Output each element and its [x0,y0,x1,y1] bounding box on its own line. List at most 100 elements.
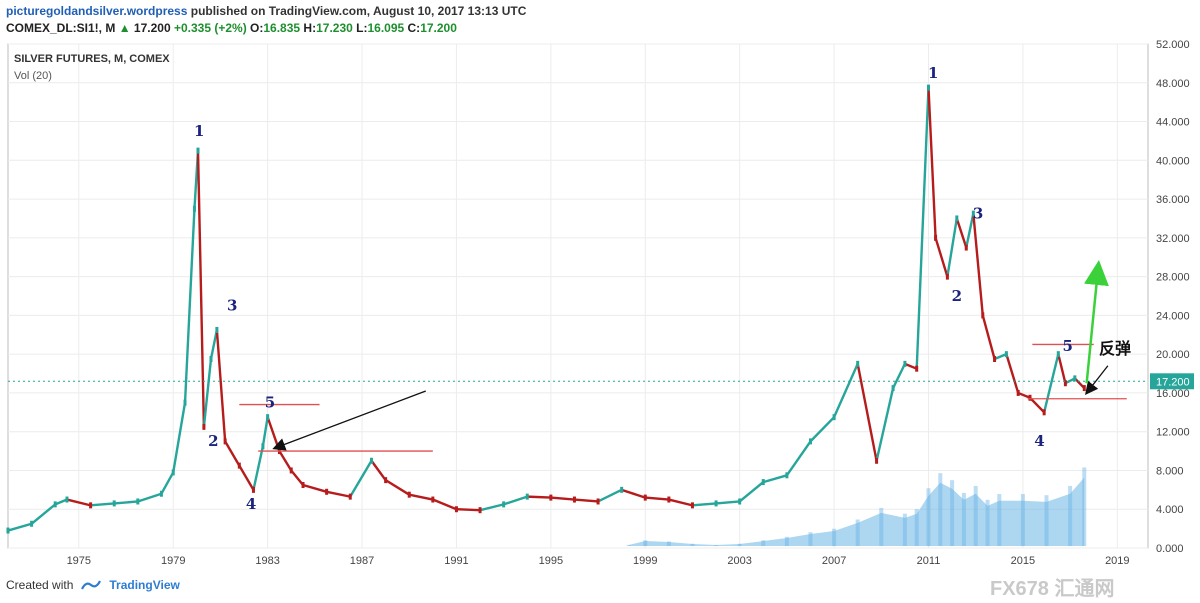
volume-bar [832,528,837,547]
publisher-link[interactable]: picturegoldandsilver.wordpress [6,4,188,18]
price-segment [526,495,553,499]
price-segment [215,328,227,443]
price-candle [1056,351,1060,358]
x-tick-label: 2019 [1105,555,1129,567]
price-candle [761,479,765,486]
y-tick-label: 36.000 [1156,194,1190,206]
x-tick-label: 2011 [917,555,941,567]
tradingview-brand[interactable]: TradingView [109,578,180,592]
x-tick-label: 1999 [633,555,657,567]
price-candle [714,500,718,507]
price-segment [573,498,600,503]
volume-bar [914,509,919,547]
price-candle [738,498,742,505]
rebound-annotation: 反弹 [1099,339,1131,358]
price-candle [832,414,836,421]
quote-bar: COMEX_DL:SI1!, M ▲ 17.200 +0.335 (+2%) O… [6,21,457,35]
wave-label: 2 [208,432,218,450]
y-tick-label: 40.000 [1156,155,1190,167]
price-chart[interactable]: 0.000 4.000 8.000 12.000 16.000 20.000 24.000 2… [0,40,1200,570]
volume-bar [808,532,813,547]
price-candle [572,496,576,503]
price-segment [981,314,996,361]
volume-bar [985,499,990,547]
price-segment [667,498,694,507]
price-candle [875,457,879,464]
volume-bar [950,480,955,547]
price-candle [856,360,860,367]
price-candle [903,360,907,367]
price-segment [714,500,741,505]
price-segment [785,440,812,477]
wave-label: 4 [246,495,256,513]
price-candle [30,520,34,527]
volume-bar [973,485,978,547]
price-segment [762,474,789,484]
price-segment [431,498,458,511]
volume-bar [690,543,695,547]
volume-bar [1068,485,1073,547]
price-segment [223,440,241,467]
price-segment [196,149,206,429]
price-segment [54,498,69,506]
last-price-badge [1150,373,1194,390]
price-candle [1004,351,1008,358]
price-candle [926,84,930,91]
price-segment [172,401,187,474]
pointer-arrow-2017 [1085,365,1109,395]
low-value: 16.095 [367,21,405,35]
volume-area [628,477,1085,547]
wave-label: 5 [265,393,275,411]
price-candle [136,498,140,505]
price-candle [785,472,789,479]
price-segment [972,212,984,317]
price-segment [301,483,328,493]
price-candle [915,365,919,372]
x-tick-label: 1995 [539,555,563,567]
open-value: 16.835 [263,21,301,35]
price-segment [183,207,196,404]
price-segment [30,503,57,525]
price-candle [89,502,93,509]
open-label: O: [250,21,264,35]
y-tick-label: 16.000 [1156,388,1190,400]
price-segment [370,459,387,482]
price-segment [644,496,671,501]
price-candle [667,496,671,503]
y-tick-label: 20.000 [1156,349,1190,361]
price-candle [1042,409,1046,416]
price-segment [1057,352,1067,385]
price-candle [525,493,529,500]
price-segment [856,362,878,462]
plot-area[interactable] [7,43,1149,549]
volume-bar [626,544,631,547]
wave-label: 3 [973,204,983,222]
price-segment [160,471,175,495]
chart-header: picturegoldandsilver.wordpress published… [6,4,526,18]
price-candle [502,501,506,508]
price-candle [251,486,255,493]
price-candle [971,210,975,217]
volume-bar [737,543,742,547]
price-segment [1016,391,1032,399]
price-segment [478,503,505,512]
volume-bar [938,473,943,547]
volume-bar [1044,495,1049,547]
y-tick-label: 8.000 [1156,465,1184,477]
price-segment [832,362,859,419]
price-candle [209,356,213,362]
price-segment [809,415,836,443]
price-candle [1073,375,1077,382]
price-candle [6,527,10,534]
price-candle [643,494,647,501]
high-label: H: [303,21,317,35]
x-tick-label: 2007 [822,555,846,567]
price-candle [596,498,600,505]
price-candle [407,491,411,498]
symbol-label[interactable]: COMEX_DL:SI1!, M [6,21,116,35]
volume-bar [997,494,1002,547]
price-candle [549,494,553,501]
x-tick-label: 1987 [350,555,374,567]
price-segment [113,500,140,505]
last-price: 17.200 [133,21,171,35]
